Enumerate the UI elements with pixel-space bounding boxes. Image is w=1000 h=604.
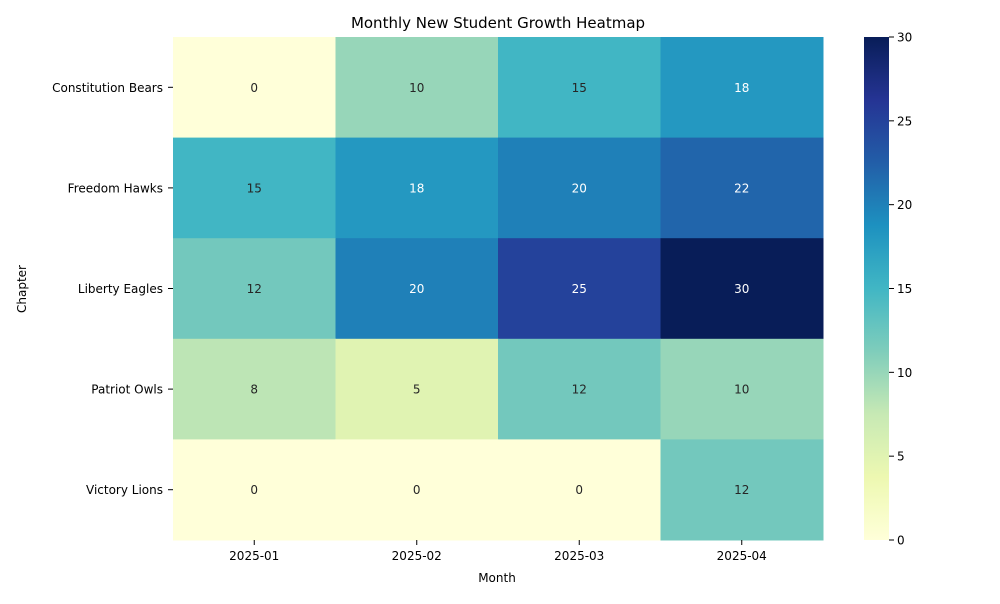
y-tick-labels: Constitution Bears Freedom Hawks Liberty E…	[52, 81, 173, 497]
colorbar-tick-label: 10	[897, 366, 912, 380]
cell-value-label: 20	[572, 181, 587, 195]
cell-value-label: 5	[413, 383, 421, 397]
heatmap-cell	[173, 137, 336, 239]
cell-value-label: 0	[575, 483, 583, 497]
x-tick-label: 2025-01	[229, 549, 279, 563]
cell-value-label: 0	[250, 81, 258, 95]
heatmap-cell	[660, 439, 824, 541]
heatmap-cell	[660, 137, 824, 239]
y-tick-label: Patriot Owls	[91, 383, 163, 397]
cell-value-label: 12	[247, 282, 262, 296]
heatmap-cell	[335, 439, 499, 541]
cell-value-label: 8	[250, 383, 258, 397]
colorbar-tick-label: 20	[897, 198, 912, 212]
heatmap-cell	[498, 37, 661, 139]
cell-value-label: 15	[572, 81, 587, 95]
cell-value-label: 25	[572, 282, 587, 296]
heatmap-cell	[498, 439, 661, 541]
heatmap-cell	[335, 338, 499, 440]
colorbar-tick-label: 0	[897, 534, 905, 548]
cell-value-label: 20	[409, 282, 424, 296]
colorbar-tick-label: 30	[897, 31, 912, 45]
heatmap-cell	[173, 439, 336, 541]
cell-value-label: 0	[413, 483, 421, 497]
y-tick-label: Victory Lions	[86, 483, 163, 497]
heatmap-cell	[335, 37, 499, 139]
cell-value-label: 22	[734, 181, 749, 195]
cell-value-label: 18	[409, 181, 424, 195]
y-tick-label: Liberty Eagles	[78, 282, 163, 296]
x-tick-label: 2025-04	[717, 549, 767, 563]
heatmap-cell	[173, 37, 336, 139]
heatmap-cells: 0 10 15 18 15 18 20 22 12 20 25 30 8 5 12 10 0 0 0 12	[173, 37, 824, 541]
x-tick-labels: 2025-01 2025-02 2025-03 2025-04	[229, 540, 767, 563]
colorbar-gradient	[864, 37, 889, 540]
heatmap-cell	[335, 137, 499, 239]
cell-value-label: 18	[734, 81, 749, 95]
heatmap-cell	[660, 238, 824, 340]
x-tick-label: 2025-03	[554, 549, 604, 563]
y-tick-label: Freedom Hawks	[68, 181, 163, 195]
cell-value-label: 0	[250, 483, 258, 497]
cell-value-label: 10	[409, 81, 424, 95]
cell-value-label: 12	[734, 483, 749, 497]
heatmap-cell	[498, 338, 661, 440]
colorbar-tick-label: 5	[897, 450, 905, 464]
heatmap-cell	[173, 338, 336, 440]
cell-value-label: 10	[734, 383, 749, 397]
colorbar-tick-label: 15	[897, 282, 912, 296]
heatmap-cell	[660, 338, 824, 440]
colorbar: 0 5 10 15 20 25 30	[864, 31, 912, 548]
cell-value-label: 30	[734, 282, 749, 296]
colorbar-tick-label: 25	[897, 114, 912, 128]
heatmap-cell	[498, 238, 661, 340]
x-axis-label: Month	[478, 571, 516, 585]
x-tick-label: 2025-02	[392, 549, 442, 563]
heatmap-cell	[498, 137, 661, 239]
cell-value-label: 12	[572, 383, 587, 397]
heatmap-cell	[173, 238, 336, 340]
y-tick-label: Constitution Bears	[52, 81, 163, 95]
y-axis-label: Chapter	[15, 265, 29, 313]
cell-value-label: 15	[247, 181, 262, 195]
chart-title: Monthly New Student Growth Heatmap	[351, 14, 645, 32]
heatmap-cell	[660, 37, 824, 139]
heatmap-cell	[335, 238, 499, 340]
